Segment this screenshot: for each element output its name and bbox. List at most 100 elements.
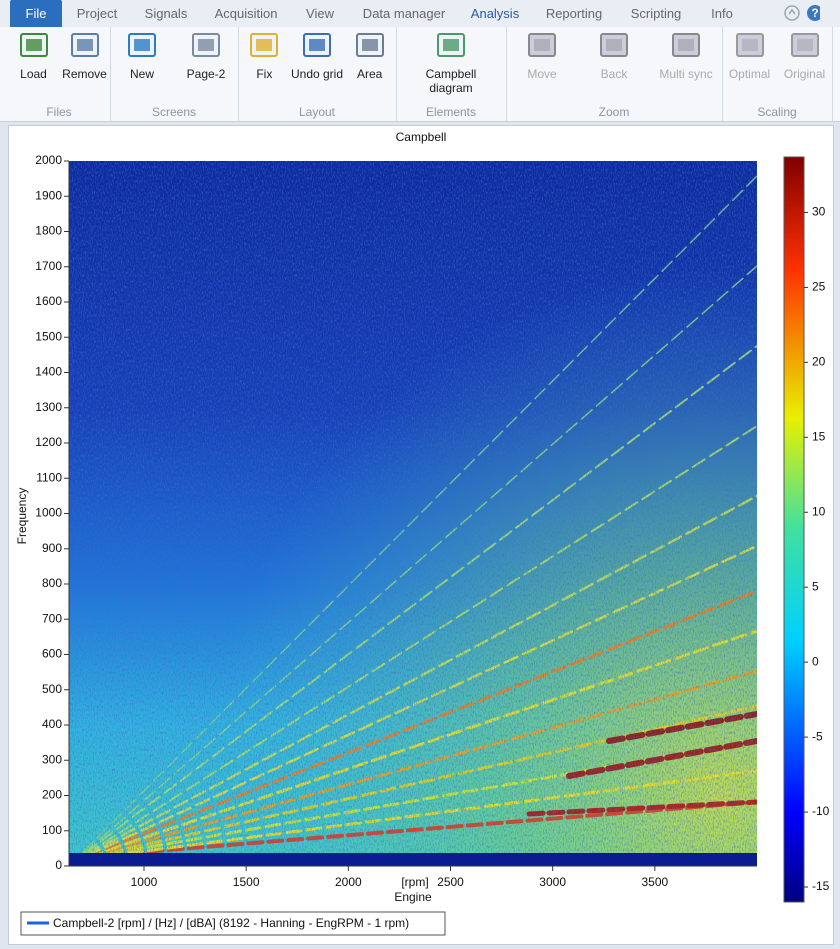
icon-shape: [672, 33, 700, 57]
button-label: Multi sync: [659, 67, 713, 81]
group-label: Screens: [151, 105, 197, 119]
button-icon: [600, 33, 628, 57]
chart: Campbell [rpm] Engine Frequency Campbell…: [15, 130, 830, 936]
button-label[interactable]: Page-2: [186, 67, 226, 81]
button-label[interactable]: Campbell diagram: [425, 67, 477, 95]
colorbar-tick-label: 20: [812, 355, 826, 369]
colorbar-tick-label: 15: [812, 429, 826, 443]
x-tick-label: 1500: [233, 875, 260, 889]
icon-shape: [76, 39, 93, 51]
ribbon-button[interactable]: Campbell diagram: [424, 31, 478, 95]
colorbar-tick-label: 10: [812, 504, 826, 518]
colorbar-tick-label: 5: [812, 579, 819, 593]
group-label: Elements: [425, 105, 477, 119]
menu-tab[interactable]: Project: [76, 6, 118, 21]
button-icon: [528, 33, 556, 57]
button-label: Back: [600, 67, 628, 81]
ribbon-button[interactable]: Undo grid: [290, 31, 344, 81]
ribbon-button[interactable]: Fix: [237, 31, 291, 81]
ribbon-group: Layout Fix Undo grid Area: [238, 27, 397, 121]
colorbar-tick-label: -15: [812, 879, 830, 893]
menu-tab[interactable]: Info: [711, 6, 733, 21]
y-tick-label: 1100: [36, 470, 62, 484]
y-tick-label: 300: [42, 752, 62, 766]
button-label[interactable]: Undo grid: [290, 67, 344, 81]
icon-shape: [796, 39, 813, 51]
ribbon-button: Move: [515, 31, 569, 81]
legend-box: [20, 911, 446, 936]
group-label: Zoom: [598, 105, 630, 119]
button-label[interactable]: Remove: [62, 67, 107, 81]
ribbon-group: Elements Campbell diagram: [396, 27, 507, 121]
icon-shape: [309, 39, 325, 51]
button-icon: [70, 33, 99, 57]
button-icon: [672, 33, 700, 57]
y-tick-label: 200: [42, 788, 62, 802]
menu-tab[interactable]: Data manager: [362, 6, 446, 21]
group-label: Scaling: [757, 105, 797, 119]
colorbar-tick-label: -10: [812, 804, 830, 818]
x-tick-label: 3000: [539, 875, 566, 889]
button-icon: [250, 33, 279, 57]
colorbar-tick-label: -5: [812, 729, 823, 743]
button-icon: [19, 33, 48, 57]
x-axis-title: Engine: [394, 890, 432, 904]
icon-shape: [600, 33, 628, 57]
ribbon-button: Multi sync: [659, 31, 713, 81]
ribbon-group: Files Load Remove: [8, 27, 111, 121]
ribbon-button: Original: [778, 31, 832, 81]
button-label[interactable]: Fix: [256, 67, 273, 81]
x-tick-label: 1000: [131, 875, 158, 889]
legend-label: Campbell-2 [rpm] / [Hz] / [dBA] (8192 - …: [53, 916, 409, 930]
button-label[interactable]: New: [129, 67, 154, 81]
y-tick-label: 100: [42, 823, 62, 837]
colorbar: [783, 156, 805, 903]
button-icon: [790, 33, 819, 57]
y-tick-label: 1400: [35, 365, 62, 379]
y-tick-label: 1700: [35, 259, 62, 273]
menu-tab[interactable]: Signals: [144, 6, 188, 21]
menu-tab[interactable]: Acquisition: [214, 6, 278, 21]
x-tick-label: 3500: [641, 875, 668, 889]
ribbon: Files Load Remove Screens New Page-2 Layout Fix…: [0, 27, 840, 122]
y-tick-label: 900: [42, 541, 62, 555]
y-tick-label: 500: [42, 682, 62, 696]
heatmap: [69, 161, 757, 866]
y-tick-label: 600: [42, 647, 62, 661]
icon-shape: [134, 39, 150, 51]
menu-tab[interactable]: View: [306, 6, 334, 21]
menu-tab[interactable]: File: [10, 0, 62, 27]
y-tick-label: 1000: [35, 506, 62, 520]
ribbon-button: Optimal: [723, 31, 777, 81]
chart-title: Campbell: [396, 130, 447, 144]
menu-tab[interactable]: Analysis: [470, 6, 520, 21]
colorbar-tick-label: 30: [812, 205, 826, 219]
ribbon-button[interactable]: New: [115, 31, 169, 81]
group-label: Files: [46, 105, 72, 119]
ribbon-button[interactable]: Load: [7, 31, 61, 81]
menu-bar: ? File Project Signals Acquisition View Data …: [0, 0, 840, 27]
button-label[interactable]: Area: [356, 67, 383, 81]
ribbon-group: Scaling Optimal Original: [722, 27, 833, 121]
button-icon: [303, 33, 331, 57]
menu-tab[interactable]: Reporting: [545, 6, 603, 21]
button-label: Original: [783, 67, 826, 81]
colorbar-tick-label: 25: [812, 280, 826, 294]
ribbon-button[interactable]: Remove: [58, 31, 112, 81]
icon-shape: [606, 39, 622, 51]
y-tick-label: 400: [42, 717, 62, 731]
menu-tab[interactable]: Scripting: [630, 6, 682, 21]
y-tick-label: 1800: [35, 224, 62, 238]
icon-shape: [256, 39, 273, 51]
button-icon: [355, 33, 384, 57]
icon-shape: [741, 39, 758, 51]
icon-shape: [198, 39, 214, 51]
icon-shape: [534, 39, 550, 51]
ribbon-button[interactable]: Page-2: [179, 31, 233, 81]
ribbon-button[interactable]: Area: [343, 31, 397, 81]
icon-shape: [25, 39, 42, 51]
y-tick-label: 0: [55, 858, 62, 872]
y-tick-label: 1300: [35, 400, 62, 414]
button-label[interactable]: Load: [20, 67, 47, 81]
